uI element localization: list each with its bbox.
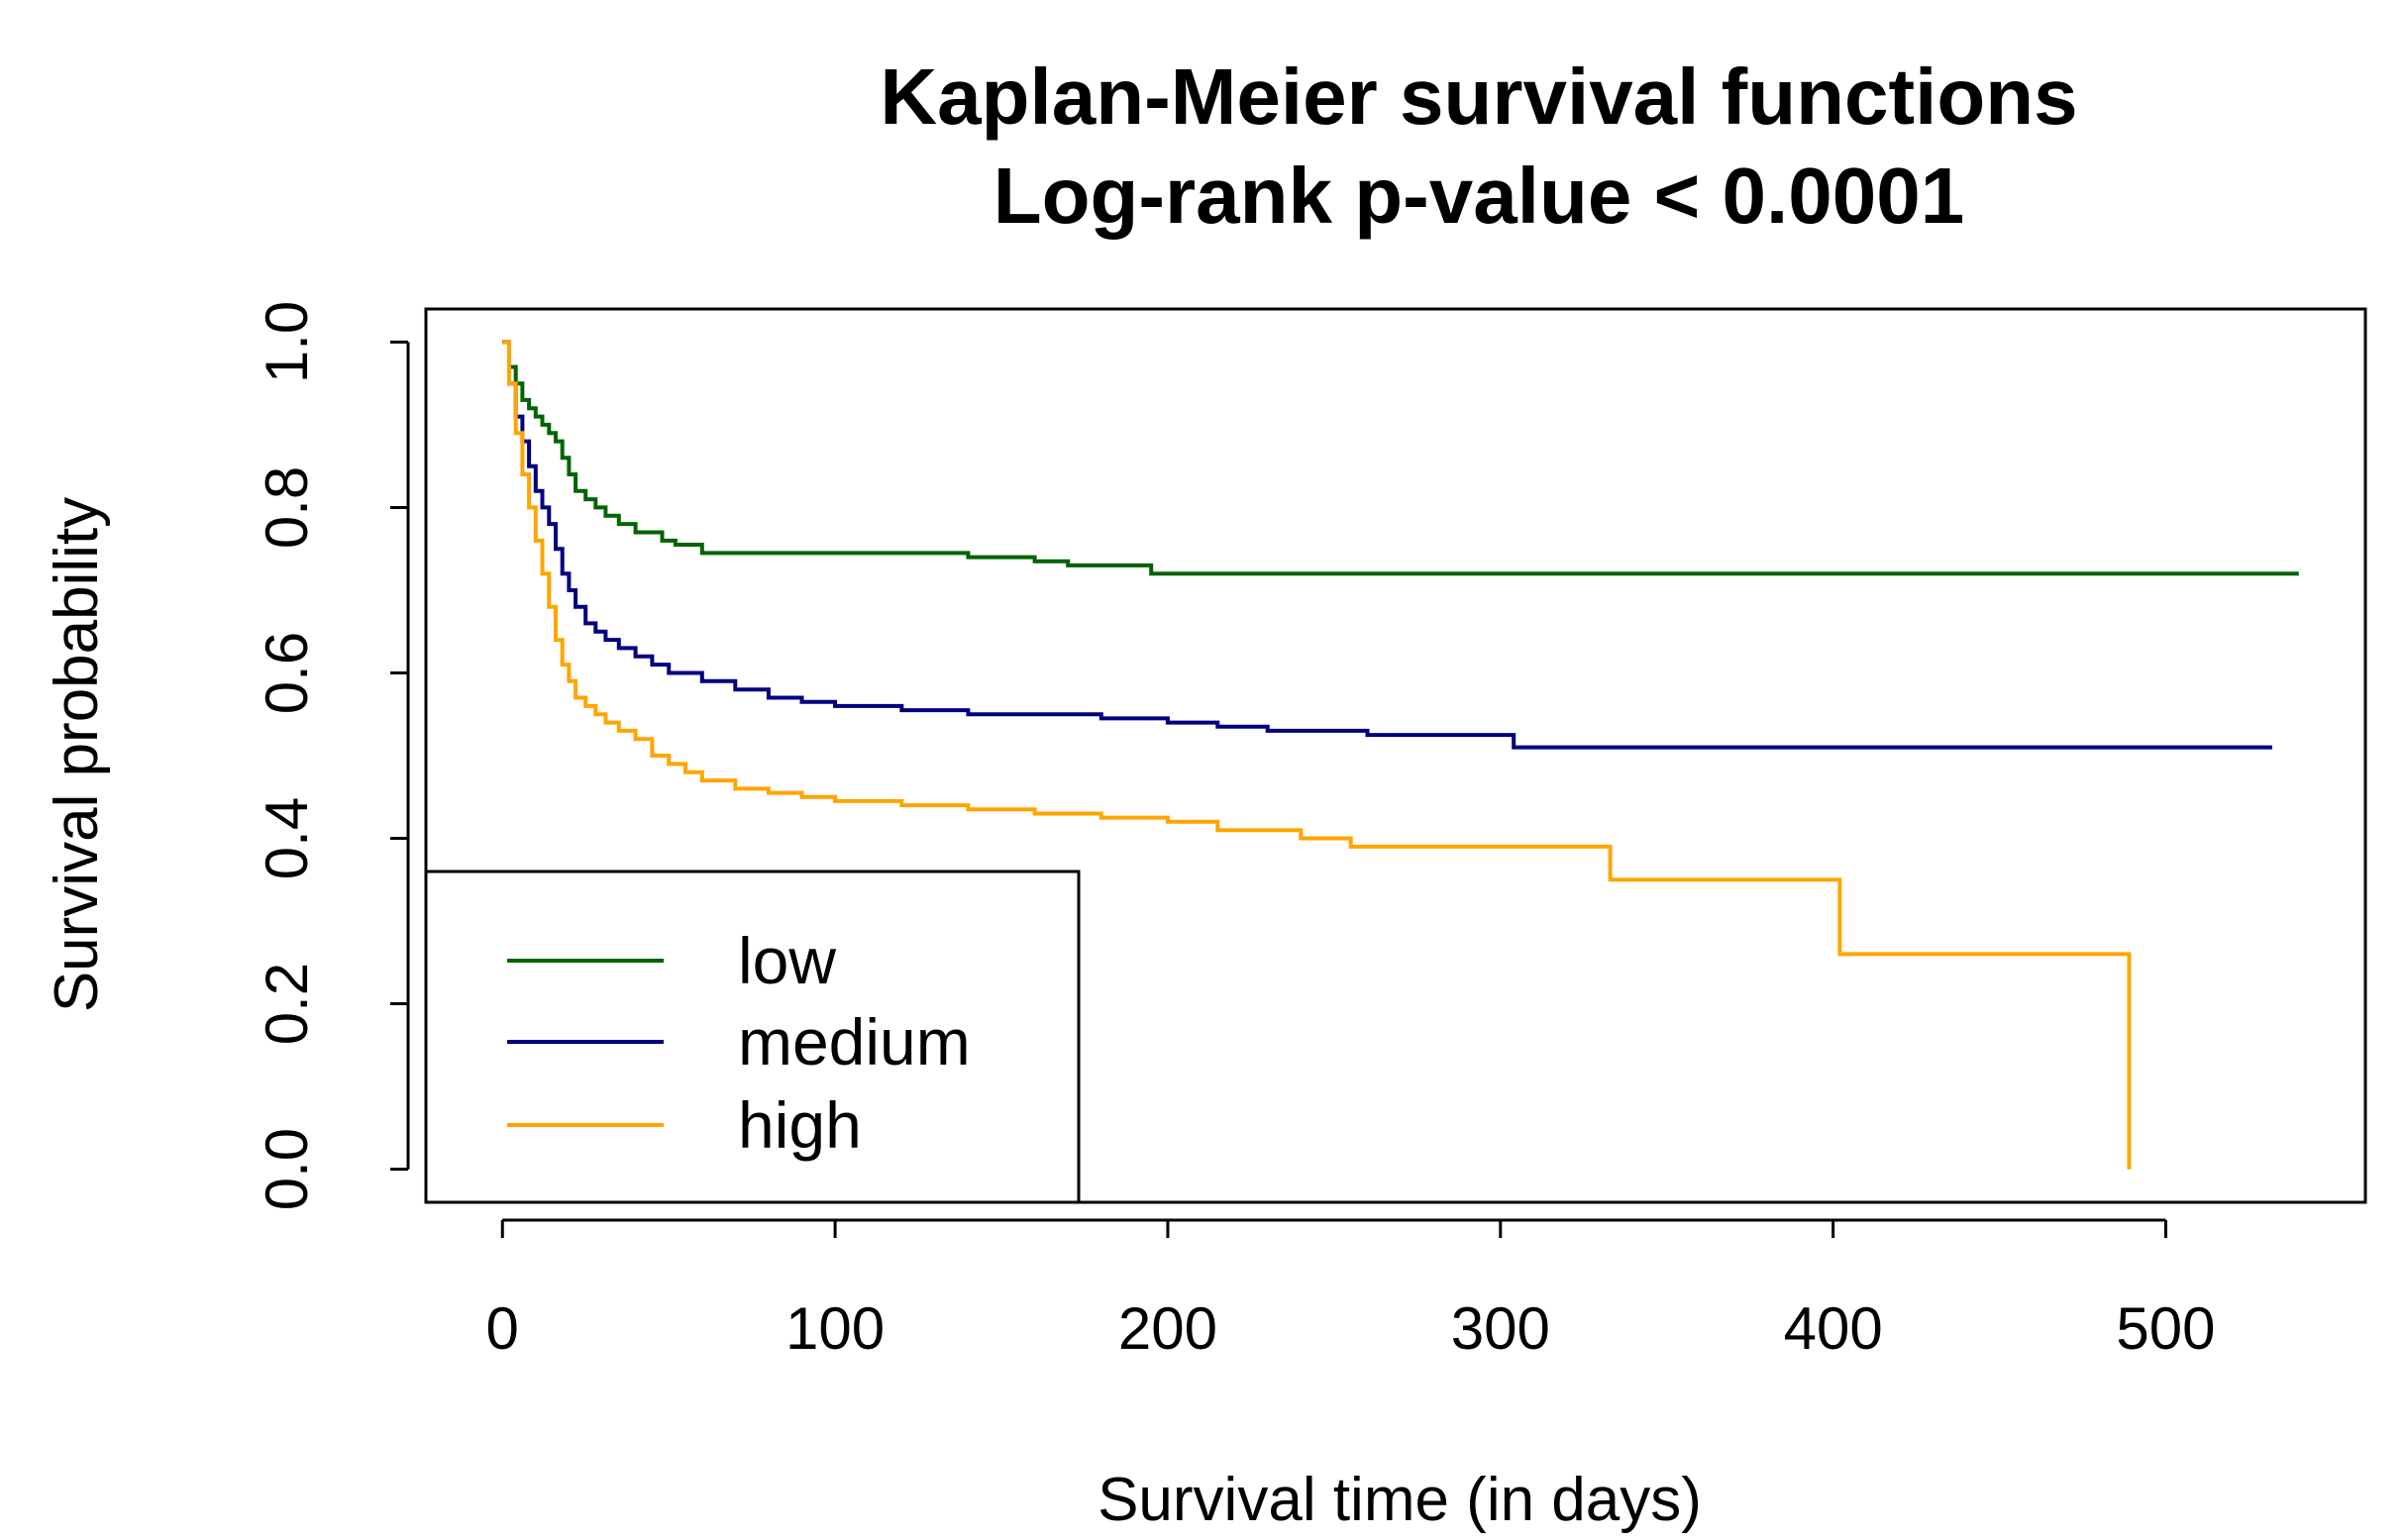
series-line-medium	[502, 340, 2272, 750]
x-axis: 0 100 200 300 400 500	[486, 1218, 2216, 1362]
legend-box	[424, 870, 1081, 1204]
series-line-high	[502, 340, 2132, 1170]
x-tick-label: 300	[1451, 1295, 1550, 1362]
y-tick-label: 0.6	[254, 632, 320, 714]
x-tick-label: 400	[1784, 1295, 1883, 1362]
x-tick-label: 200	[1118, 1295, 1217, 1362]
x-tick-label: 0	[486, 1295, 519, 1362]
y-tick-label: 0.0	[254, 1128, 320, 1210]
legend-label-low: low	[738, 924, 836, 997]
legend: low medium high	[424, 870, 1081, 1204]
x-tick-label: 100	[785, 1295, 885, 1362]
y-tick-label: 0.2	[254, 963, 320, 1045]
y-tick-label: 1.0	[254, 301, 320, 383]
series-line-low	[502, 340, 2299, 576]
chart-title-line-2: Log-rank p-value < 0.0001	[993, 152, 1964, 240]
y-tick-label: 0.4	[254, 797, 320, 879]
survival-curves	[502, 340, 2299, 1170]
legend-label-high: high	[738, 1088, 862, 1162]
chart-title-line-1: Kaplan-Meier survival functions	[880, 52, 2077, 141]
y-tick-label: 0.8	[254, 466, 320, 549]
y-axis: 0.0 0.2 0.4 0.6 0.8 1.0	[254, 301, 410, 1210]
plot-frame	[424, 307, 2367, 1204]
legend-label-medium: medium	[738, 1005, 971, 1078]
y-axis-label: Survival probability	[43, 497, 111, 1012]
x-tick-label: 500	[2116, 1295, 2215, 1362]
x-axis-label: Survival time (in days)	[1098, 1466, 1702, 1534]
